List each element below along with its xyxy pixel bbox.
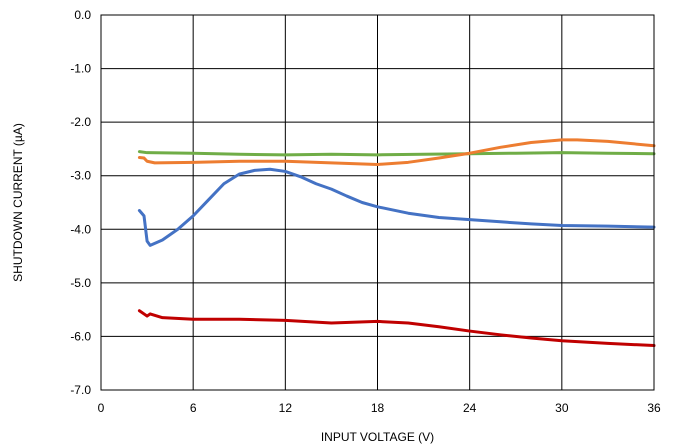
x-axis-title: INPUT VOLTAGE (V): [321, 430, 434, 444]
series-layer: [137, 138, 656, 348]
y-tick-label: 0.0: [74, 8, 91, 22]
x-tick-label: 0: [98, 401, 105, 415]
series-line-2: [137, 138, 656, 166]
series-line-1: [137, 150, 656, 157]
y-tick-label: -4.0: [70, 222, 91, 236]
x-tick-label: 18: [371, 401, 385, 415]
y-tick-label: -6.0: [70, 329, 91, 343]
y-tick-label: -2.0: [70, 115, 91, 129]
y-tick-labels: 0.0 -1.0 -2.0 -3.0 -4.0 -5.0 -6.0 -7.0: [70, 8, 91, 397]
y-axis-title: SHUTDOWN CURRENT (µA): [11, 123, 25, 282]
plot-border: [100, 14, 655, 391]
x-tick-label: 36: [647, 401, 661, 415]
y-tick-label: -1.0: [70, 62, 91, 76]
x-tick-label: 24: [463, 401, 477, 415]
y-tick-label: -5.0: [70, 276, 91, 290]
y-tick-label: -7.0: [70, 383, 91, 397]
y-tick-label: -3.0: [70, 169, 91, 183]
x-tick-label: 30: [555, 401, 569, 415]
series-line-4: [137, 309, 656, 348]
x-tick-labels: 0 6 12 18 24 30 36: [98, 401, 661, 415]
series-line-3: [137, 167, 656, 247]
x-tick-label: 6: [190, 401, 197, 415]
x-tick-label: 12: [279, 401, 293, 415]
grid-lines: [100, 14, 655, 391]
